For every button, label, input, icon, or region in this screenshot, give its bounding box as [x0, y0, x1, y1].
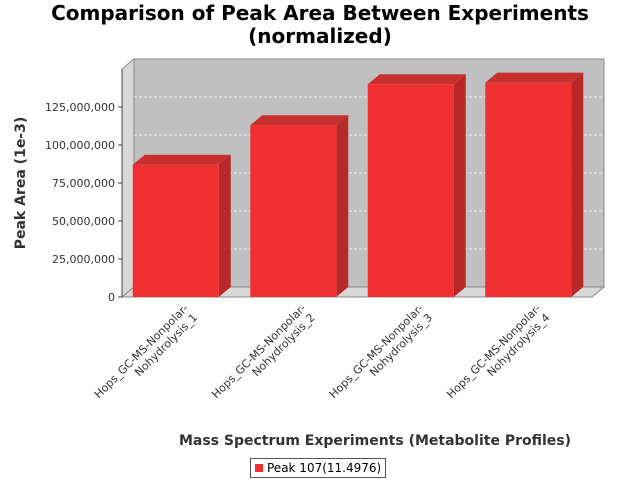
- legend-swatch: [255, 464, 263, 472]
- x-tick-label: Hops_GC-MS-Nonpolar-Nohydrolysis_4: [444, 302, 552, 410]
- y-tick-label: 50,000,000: [52, 215, 115, 228]
- bar-side: [218, 154, 231, 297]
- chart-title-line2: (normalized): [248, 24, 392, 48]
- x-axis-title: Mass Spectrum Experiments (Metabolite Pr…: [179, 433, 571, 449]
- legend-label: Peak 107(11.4976): [267, 461, 382, 475]
- bar-side: [571, 72, 584, 298]
- y-tick-label: 125,000,000: [45, 101, 115, 114]
- bar: [367, 84, 454, 297]
- x-tick-label: Hops_GC-MS-Nonpolar-Nohydrolysis_2: [209, 302, 317, 410]
- bar-side: [336, 115, 349, 298]
- bar: [132, 164, 219, 297]
- x-tick-label: Hops_GC-MS-Nonpolar-Nohydrolysis_1: [92, 302, 200, 410]
- y-tick-label: 25,000,000: [52, 253, 115, 266]
- y-tick-label: 0: [108, 291, 115, 304]
- plot-side-wall: [121, 57, 135, 299]
- bar-top: [250, 115, 349, 126]
- bar-top: [132, 154, 231, 165]
- bar: [485, 82, 572, 298]
- chart-title: Comparison of Peak Area Between Experime…: [0, 2, 640, 48]
- y-tick-label: 75,000,000: [52, 177, 115, 190]
- bar: [250, 125, 337, 298]
- y-axis-title: Peak Area (1e-3): [13, 117, 29, 250]
- y-tick-label: 100,000,000: [45, 139, 115, 152]
- bar-top: [367, 74, 466, 85]
- bar-side: [453, 74, 466, 297]
- x-tick-label: Hops_GC-MS-Nonpolar-Nohydrolysis_3: [327, 302, 435, 410]
- legend: Peak 107(11.4976): [250, 458, 387, 478]
- bar-top: [485, 72, 584, 83]
- chart-title-line1: Comparison of Peak Area Between Experime…: [51, 1, 589, 25]
